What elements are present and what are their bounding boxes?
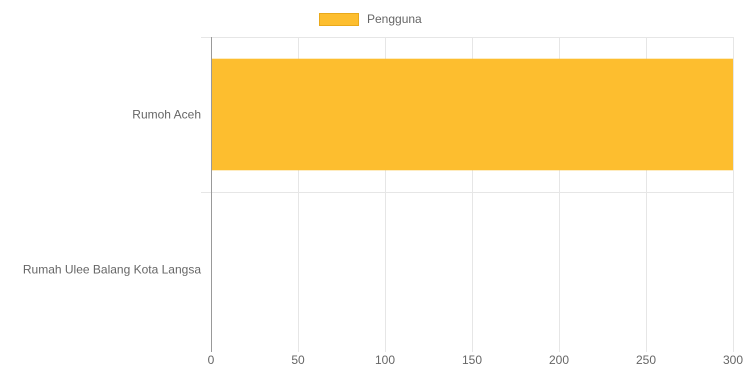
y-tick-label: Rumoh Aceh bbox=[132, 108, 201, 122]
x-tick-label: 300 bbox=[723, 353, 743, 367]
bar[interactable] bbox=[212, 58, 733, 171]
y-tick-label: Rumah Ulee Balang Kota Langsa bbox=[23, 263, 201, 277]
x-tick-label: 250 bbox=[636, 353, 656, 367]
x-tick-label: 200 bbox=[549, 353, 569, 367]
legend[interactable]: Pengguna bbox=[319, 11, 422, 27]
bars bbox=[212, 58, 733, 171]
x-tick-label: 50 bbox=[291, 353, 305, 367]
x-tick-label: 100 bbox=[375, 353, 395, 367]
axis-labels: 0 50 100 150 200 250 300 Rumoh Aceh Rumah Ulee B… bbox=[23, 108, 743, 367]
legend-swatch bbox=[319, 12, 359, 26]
legend-label: Pengguna bbox=[367, 12, 422, 26]
x-tick-label: 0 bbox=[208, 353, 215, 367]
x-tick-label: 150 bbox=[462, 353, 482, 367]
